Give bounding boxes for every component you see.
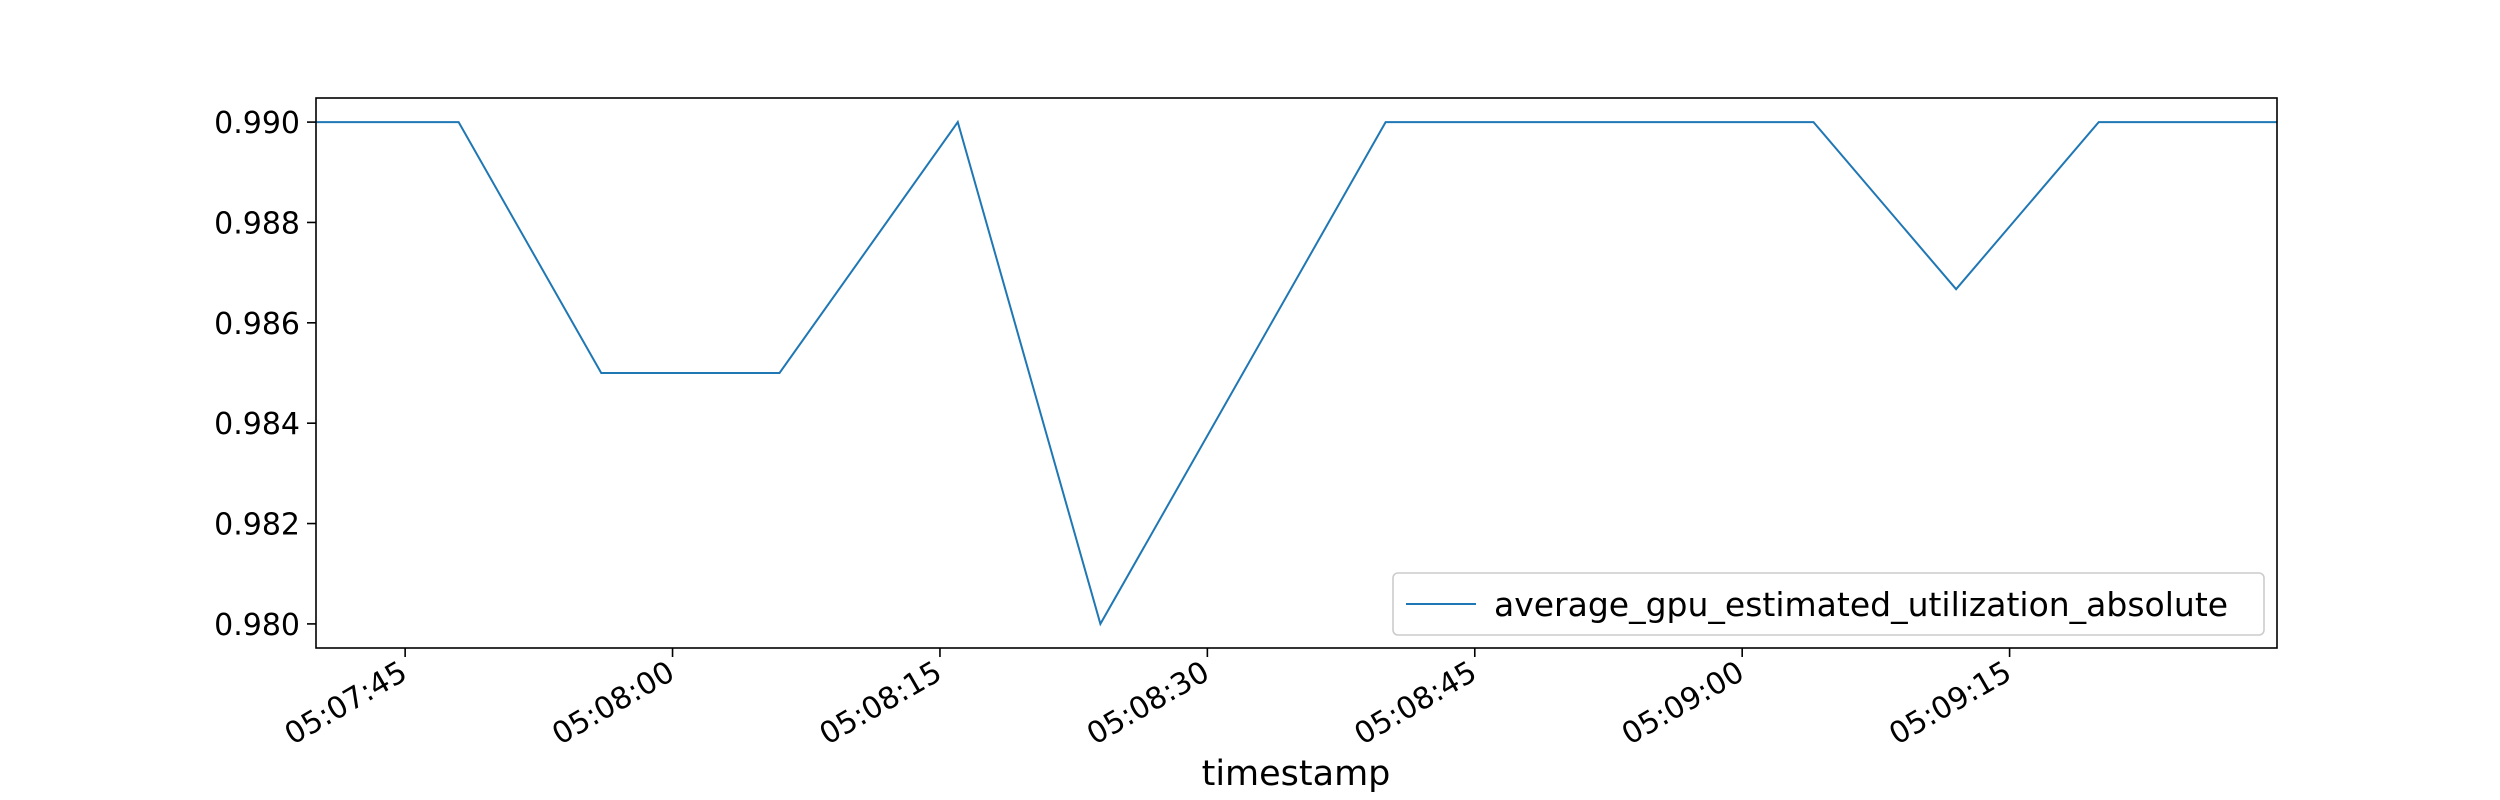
y-tick-label: 0.990 [214, 106, 300, 141]
x-tick-label: 05:08:45 [1349, 655, 1483, 753]
y-tick-label: 0.982 [214, 508, 300, 543]
y-tick-label: 0.986 [214, 307, 300, 342]
x-tick-label: 05:08:15 [814, 655, 948, 753]
legend-box [1392, 572, 2265, 636]
y-tick-label: 0.984 [214, 407, 300, 442]
y-axis: 0.980 0.982 0.984 0.986 0.988 0.990 [214, 106, 316, 643]
series-lines [316, 119, 2277, 627]
legend-label: average_gpu_estimated_utilization_absolu… [1494, 585, 2228, 624]
x-tick-label: 05:08:00 [546, 655, 680, 753]
legend: average_gpu_estimated_utilization_absolu… [1392, 572, 2265, 636]
x-tick-label: 05:07:45 [279, 655, 413, 753]
x-tick-label: 05:08:30 [1081, 655, 1215, 753]
y-tick-label: 0.980 [214, 608, 300, 643]
x-tick-label: 05:09:15 [1883, 655, 2017, 753]
x-tick-label: 05:09:00 [1616, 655, 1750, 753]
x-axis: 05:07:45 05:08:00 05:08:15 05:08:30 05:08:45… [279, 648, 2018, 752]
plot-frame [315, 97, 2278, 649]
series-line [316, 119, 2277, 627]
y-tick-label: 0.988 [214, 206, 300, 241]
x-axis-title: timestamp [1202, 754, 1391, 794]
